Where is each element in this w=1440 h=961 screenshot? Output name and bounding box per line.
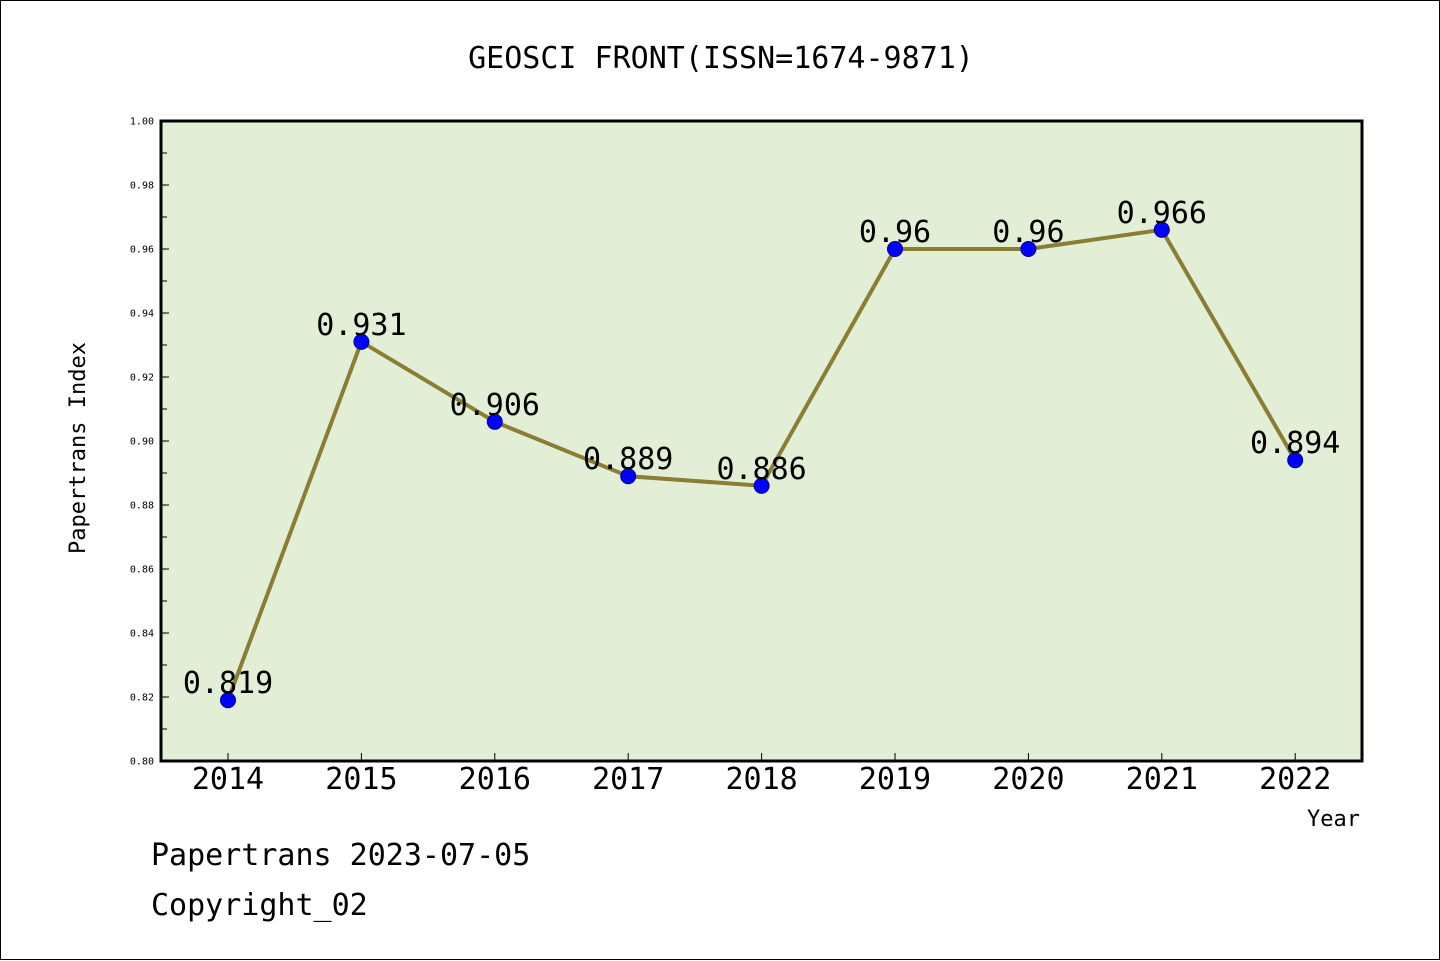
data-labels-group: 0.819 0.931 0.906 0.889 0.886 0.96 0.96 0.966 0.… [183, 196, 1341, 701]
series-line-group [220, 221, 1304, 709]
footer-date-text: Papertrans 2023-07-05 [151, 838, 530, 873]
data-point-marker [753, 477, 770, 494]
data-label: 0.819 [183, 666, 273, 701]
chart-title: GEOSCI FRONT(ISSN=1674-9871) [468, 41, 974, 76]
data-point-marker [620, 468, 637, 485]
y-tick-label: 0.88 [130, 501, 154, 512]
x-tick-label: 2014 [192, 762, 264, 797]
data-label: 0.906 [450, 388, 540, 423]
y-axis: 0.80 0.82 0.84 0.86 0.88 0.90 0.92 0.94 0.96 0.98… [130, 117, 169, 768]
footer-copyright-text: Copyright_02 [151, 888, 368, 923]
y-tick-label: 0.98 [130, 181, 154, 192]
y-tick-label: 1.00 [130, 117, 154, 128]
data-point-marker [1020, 241, 1037, 257]
x-tick-label: 2015 [325, 762, 397, 797]
y-tick-label: 0.96 [130, 245, 154, 256]
x-tick-label: 2020 [992, 762, 1064, 797]
data-point-marker [220, 692, 236, 709]
y-tick-label: 0.84 [130, 629, 154, 640]
x-tick-label: 2022 [1259, 762, 1331, 797]
x-axis: 2014 2015 2016 2017 2018 2019 2020 2021 2022 [192, 753, 1331, 797]
y-tick-label: 0.94 [130, 309, 154, 320]
data-label: 0.894 [1250, 426, 1340, 461]
y-tick-label: 0.92 [130, 373, 154, 384]
x-tick-label: 2016 [459, 762, 531, 797]
data-point-marker [1153, 221, 1170, 238]
data-label: 0.96 [859, 215, 931, 250]
x-axis-label: Year [1307, 807, 1360, 832]
data-label: 0.96 [992, 215, 1064, 250]
y-tick-label: 0.90 [130, 437, 154, 448]
data-label: 0.931 [316, 308, 406, 343]
y-tick-label: 0.86 [130, 565, 154, 576]
x-tick-label: 2018 [725, 762, 797, 797]
x-tick-label: 2021 [1126, 762, 1198, 797]
x-tick-label: 2017 [592, 762, 664, 797]
data-label: 0.889 [583, 442, 673, 477]
data-label: 0.886 [716, 452, 806, 487]
y-axis-label: Papertrans Index [66, 342, 91, 554]
data-label: 0.966 [1117, 196, 1207, 231]
y-tick-label: 0.82 [130, 693, 154, 704]
data-point-marker [486, 413, 503, 430]
data-point-marker [353, 333, 370, 350]
data-point-marker [887, 241, 903, 257]
data-point-marker [1287, 452, 1304, 469]
y-tick-label: 0.80 [130, 757, 154, 768]
x-tick-label: 2019 [859, 762, 931, 797]
